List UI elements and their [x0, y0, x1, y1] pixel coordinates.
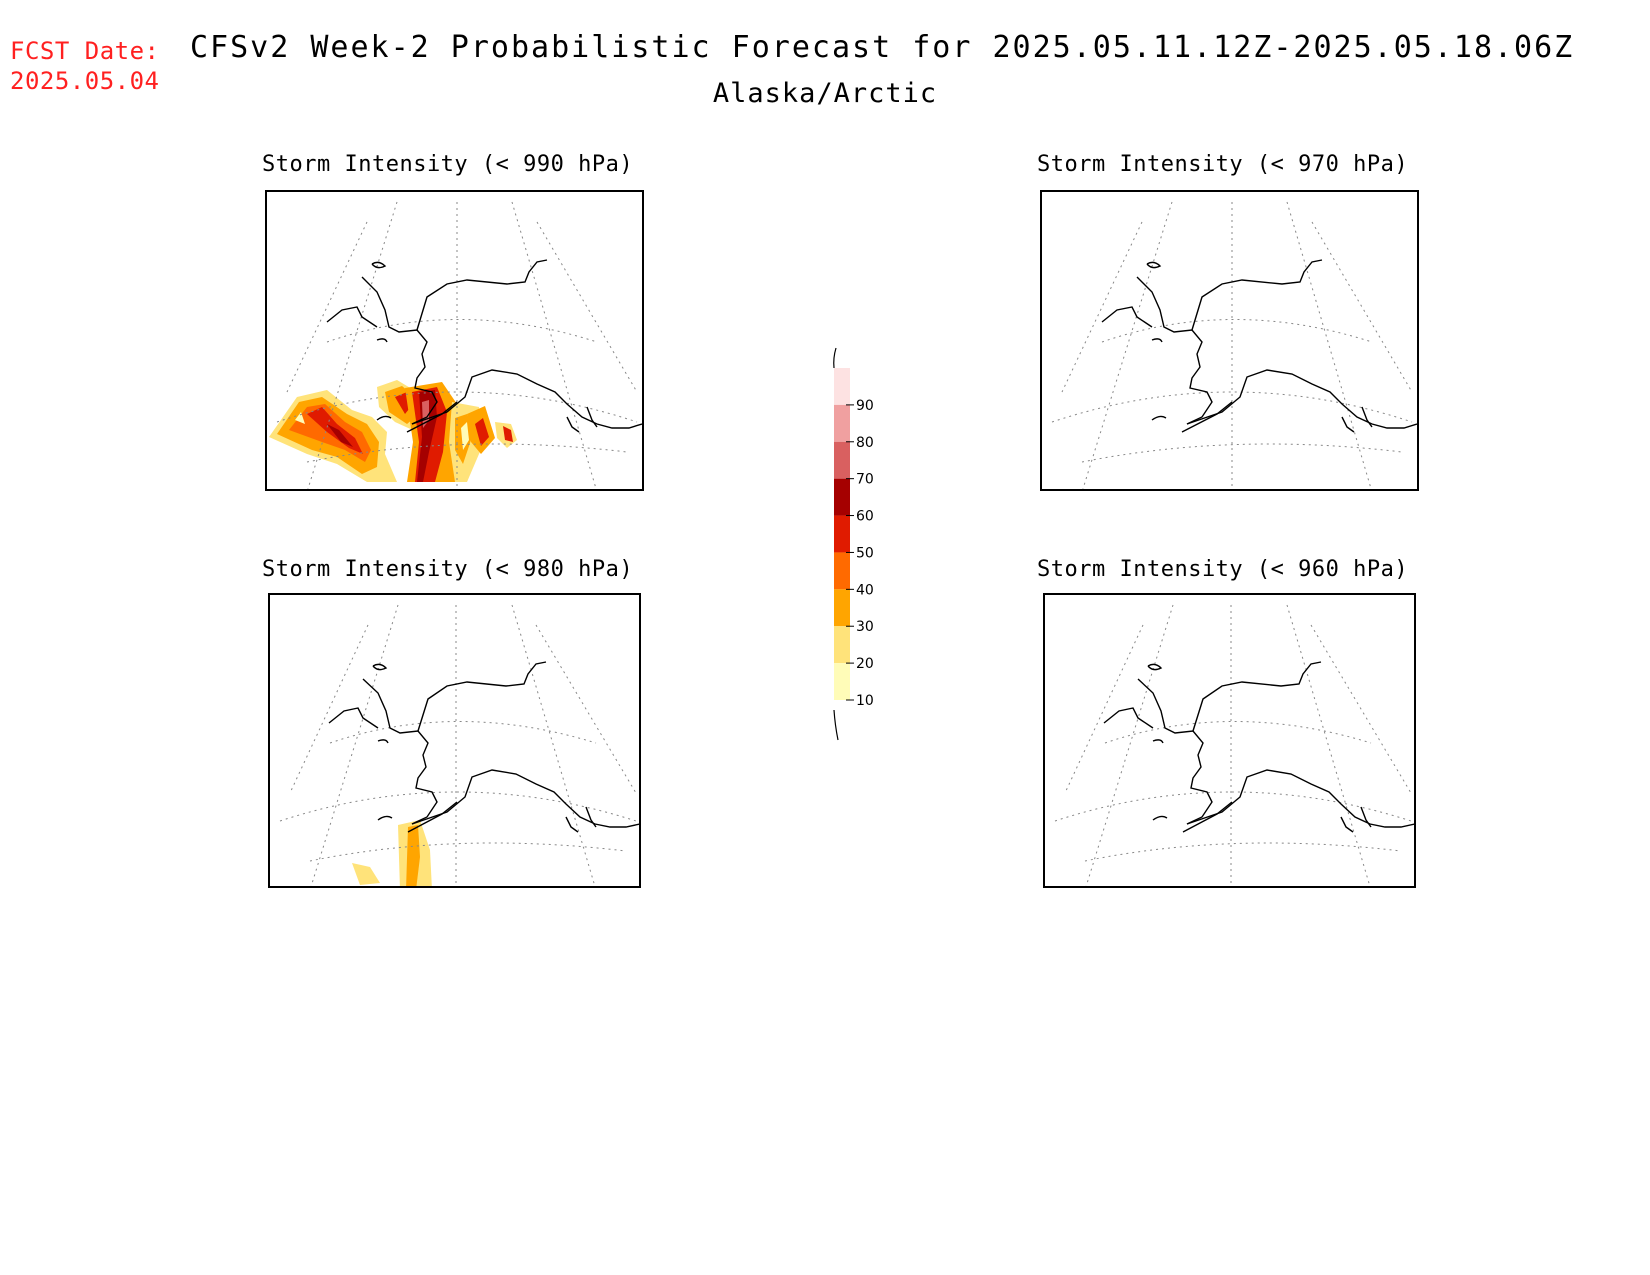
- colorbar-label: 10: [856, 693, 874, 709]
- coastline: [326, 259, 642, 433]
- map-panel-990: [265, 190, 644, 491]
- colorbar-boxes: [834, 368, 850, 700]
- map-990: [269, 201, 642, 489]
- colorbar-box: [834, 368, 850, 405]
- panel-title-960: Storm Intensity (< 960 hPa): [1037, 557, 1409, 582]
- coastline: [1101, 259, 1417, 433]
- colorbar-label: 70: [856, 472, 874, 488]
- colorbar-label: 20: [856, 656, 874, 672]
- colorbar-box: [834, 589, 850, 627]
- panel-title-970: Storm Intensity (< 970 hPa): [1037, 152, 1409, 177]
- forecast-date-label: FCST Date: 2025.05.04: [10, 36, 160, 96]
- colorbar-label: 30: [856, 619, 874, 635]
- map-960: [1054, 604, 1414, 886]
- colorbar-box: [834, 552, 850, 590]
- graticule: [279, 604, 637, 886]
- map-980: [279, 604, 639, 886]
- map-panel-970: [1040, 190, 1419, 491]
- colorbar-top-cap: [833, 347, 837, 369]
- colorbar: 10 20 30 40 50 60 70 80 90: [833, 347, 874, 741]
- colorbar-label: 50: [856, 545, 874, 561]
- panel-title-990: Storm Intensity (< 990 hPa): [262, 152, 634, 177]
- colorbar-labels: 10 20 30 40 50 60 70 80 90: [846, 398, 874, 709]
- map-panel-980: [268, 593, 641, 888]
- colorbar-label: 90: [856, 398, 874, 414]
- probability-shading: [269, 380, 517, 482]
- coastline: [1103, 661, 1414, 833]
- graticule: [276, 201, 638, 489]
- figure-title: CFSv2 Week-2 Probabilistic Forecast for …: [190, 30, 1575, 65]
- colorbar-box: [834, 515, 850, 553]
- graticule: [1051, 201, 1413, 489]
- map-panel-960: [1043, 593, 1416, 888]
- colorbar-box: [834, 626, 850, 664]
- colorbar-label: 40: [856, 582, 874, 598]
- colorbar-label: 80: [856, 435, 874, 451]
- colorbar-label: 60: [856, 509, 874, 525]
- colorbar-box: [834, 478, 850, 516]
- coastline: [328, 661, 639, 833]
- panel-title-980: Storm Intensity (< 980 hPa): [262, 557, 634, 582]
- fcst-date-value: 2025.05.04: [10, 67, 160, 95]
- figure-subtitle: Alaska/Arctic: [712, 78, 938, 109]
- colorbar-bottom-cap: [833, 709, 839, 741]
- colorbar-box: [834, 404, 850, 442]
- graticule: [1054, 604, 1412, 886]
- fcst-date-heading: FCST Date:: [10, 37, 160, 65]
- map-970: [1051, 201, 1417, 489]
- colorbar-box: [834, 441, 850, 479]
- colorbar-box: [834, 663, 850, 700]
- probability-shading: [352, 820, 432, 886]
